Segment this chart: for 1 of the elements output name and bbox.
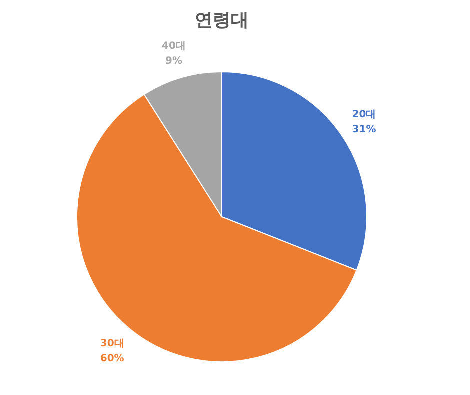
chart-title: 연령대: [195, 10, 249, 31]
